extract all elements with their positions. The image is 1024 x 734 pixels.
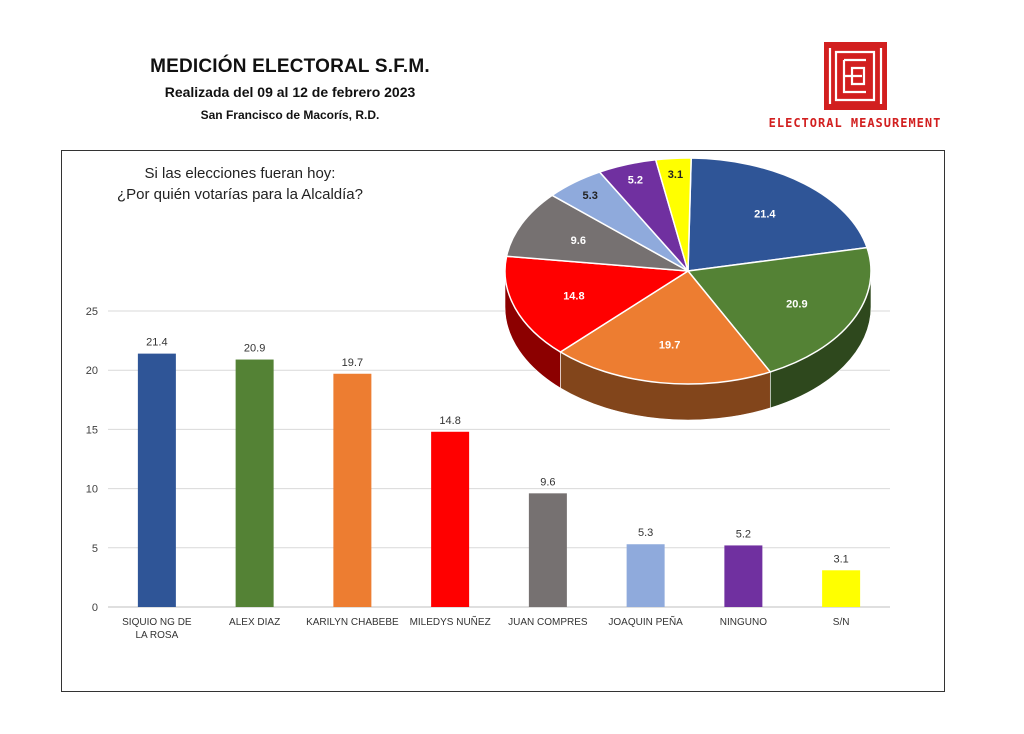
bar: [431, 431, 470, 607]
bar-value-label: 9.6: [540, 476, 555, 488]
y-tick-label: 0: [92, 602, 98, 614]
y-tick-label: 5: [92, 543, 98, 555]
category-label: SIQUIO NG DE LA ROSA: [122, 617, 192, 641]
pie-value-label: 5.3: [583, 190, 598, 202]
pie-value-label: 20.9: [786, 298, 807, 310]
pie-slice: [558, 270, 772, 385]
pie-slice: [686, 246, 872, 373]
y-tick-label: 10: [86, 484, 98, 496]
pie-slice: [654, 157, 692, 272]
chart-frame: [61, 150, 945, 692]
report-title: MEDICIÓN ELECTORAL S.F.M.: [150, 56, 430, 77]
category-label: JOAQUIN PEÑA: [608, 615, 683, 628]
pie-slice: [505, 194, 689, 272]
bar-value-label: 5.2: [736, 528, 751, 540]
category-label: S/N: [833, 617, 850, 628]
bar-value-label: 3.1: [833, 553, 848, 565]
bar: [333, 373, 372, 607]
bar: [137, 353, 176, 607]
pie-slice: [504, 255, 691, 353]
report-location: San Francisco de Macorís, R.D.: [200, 108, 380, 122]
y-tick-label: 15: [86, 424, 98, 436]
category-label: ALEX DIAZ: [229, 617, 280, 628]
bar: [235, 359, 274, 607]
bar-value-label: 20.9: [244, 343, 265, 355]
pie-value-label: 5.2: [628, 174, 643, 186]
category-label: KARILYN CHABEBE: [306, 617, 399, 628]
bar-value-label: 21.4: [146, 337, 167, 349]
question-line-1: Si las elecciones fueran hoy:: [144, 165, 336, 182]
bar: [528, 493, 567, 607]
pie-value-label: 21.4: [754, 208, 776, 220]
logo-text: ELECTORAL MEASUREMENT: [768, 116, 942, 130]
category-label: MILEDYS NUÑEZ: [410, 615, 491, 628]
pie-slice: [687, 157, 869, 272]
pie-value-label: 19.7: [659, 340, 680, 352]
brand-logo: ELECTORAL MEASUREMENT: [760, 40, 950, 132]
category-label: NINGUNO: [720, 617, 767, 628]
report-header: MEDICIÓN ELECTORAL S.F.M. Realizada del …: [120, 56, 460, 122]
category-label: JUAN COMPRES: [508, 617, 588, 628]
pie-value-label: 9.6: [571, 235, 586, 247]
bar: [724, 545, 763, 607]
question-line-2: ¿Por quién votarías para la Alcaldía?: [117, 186, 363, 203]
bar-value-label: 14.8: [439, 415, 460, 427]
pie-value-label: 3.1: [668, 169, 683, 181]
logo-mark-icon: [824, 42, 887, 110]
bar: [822, 570, 861, 607]
bar-value-label: 5.3: [638, 527, 653, 539]
y-tick-label: 20: [86, 365, 98, 377]
survey-question: Si las elecciones fueran hoy: ¿Por quién…: [70, 163, 410, 205]
bar: [626, 544, 665, 607]
pie-value-label: 14.8: [563, 290, 584, 302]
bar-value-label: 19.7: [342, 357, 363, 369]
y-tick-label: 25: [86, 306, 98, 318]
report-subtitle: Realizada del 09 al 12 de febrero 2023: [164, 84, 416, 100]
